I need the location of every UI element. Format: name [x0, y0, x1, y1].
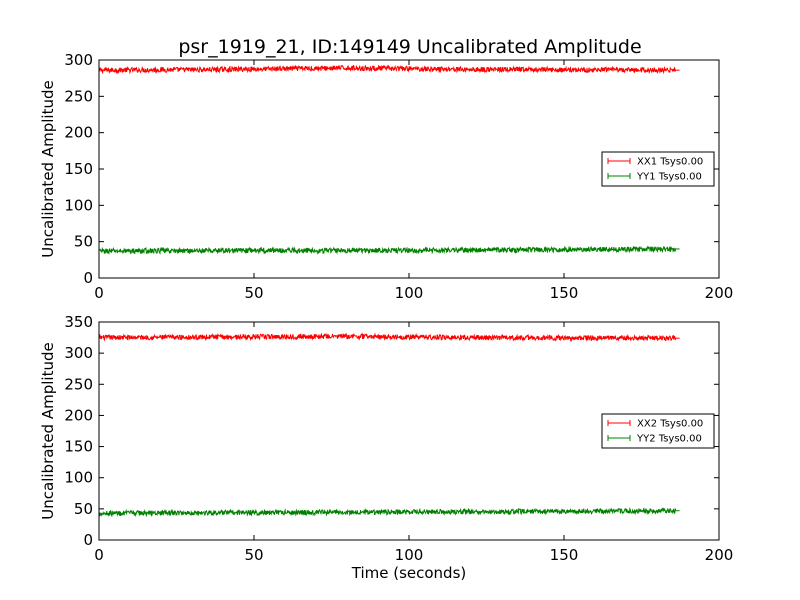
- y-tick-label: 250: [64, 87, 93, 105]
- series-line-xx: [98, 64, 677, 75]
- series-line-yy: [98, 507, 677, 518]
- legend-label: XX1 Tsys0.00: [637, 157, 703, 168]
- y-tick-label: 150: [64, 438, 93, 456]
- y-tick-label: 150: [64, 160, 93, 178]
- bottom-panel: 0 50 100 150 200 0 50 100 150 200 250 300 350 Uncalib…: [39, 313, 733, 582]
- x-tick-label: 50: [244, 284, 263, 302]
- top-panel: 0 50 100 150 200 0 50 100 150 200 250 300 Uncalibrat…: [39, 51, 733, 302]
- y-tick-label: 300: [64, 344, 93, 362]
- x-tick-label: 150: [550, 546, 579, 564]
- legend-label: XX2 Tsys0.00: [637, 419, 703, 430]
- y-tick-label: 200: [64, 124, 93, 142]
- x-tick-label: 200: [705, 546, 734, 564]
- y-tick-label: 0: [83, 531, 93, 549]
- y-tick-label: 300: [64, 51, 93, 69]
- y-tick-label: 100: [64, 196, 93, 214]
- x-tick-label: 150: [550, 284, 579, 302]
- series-line-xx: [98, 332, 677, 343]
- legend: XX1 Tsys0.00 YY1 Tsys0.00: [601, 151, 715, 187]
- x-tick-label: 0: [94, 284, 104, 302]
- x-tick-label: 100: [395, 546, 424, 564]
- y-tick-label: 200: [64, 406, 93, 424]
- y-tick-label: 0: [83, 269, 93, 287]
- y-tick-label: 250: [64, 375, 93, 393]
- y-tick-label: 50: [74, 233, 93, 251]
- legend-box: [601, 151, 715, 187]
- y-tick-label: 100: [64, 469, 93, 487]
- x-tick-label: 100: [395, 284, 424, 302]
- chart-title: psr_1919_21, ID:149149 Uncalibrated Ampl…: [178, 36, 641, 58]
- y-tick-label: 50: [74, 500, 93, 518]
- series-line-yy: [98, 245, 677, 255]
- legend-label: YY1 Tsys0.00: [636, 172, 702, 183]
- x-axis-label: Time (seconds): [351, 564, 467, 582]
- x-tick-label: 50: [244, 546, 263, 564]
- x-tick-label: 0: [94, 546, 104, 564]
- y-axis-label: Uncalibrated Amplitude: [39, 80, 57, 257]
- legend-box: [601, 413, 715, 449]
- legend: XX2 Tsys0.00 YY2 Tsys0.00: [601, 413, 715, 449]
- legend-label: YY2 Tsys0.00: [636, 434, 702, 445]
- x-tick-label: 200: [705, 284, 734, 302]
- y-axis-label: Uncalibrated Amplitude: [39, 342, 57, 519]
- y-tick-label: 350: [64, 313, 93, 331]
